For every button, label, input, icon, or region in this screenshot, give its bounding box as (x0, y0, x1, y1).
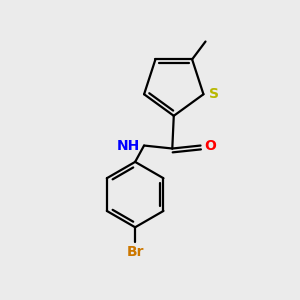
Text: Br: Br (126, 245, 144, 259)
Text: NH: NH (117, 139, 140, 152)
Text: S: S (209, 87, 219, 101)
Text: O: O (204, 139, 216, 152)
